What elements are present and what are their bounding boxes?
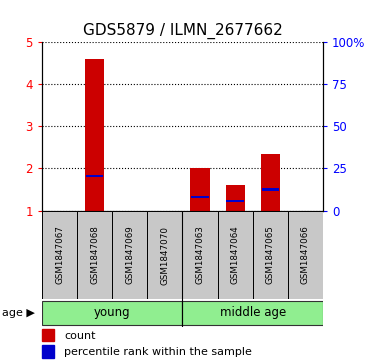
Text: percentile rank within the sample: percentile rank within the sample <box>64 347 252 356</box>
Bar <box>191 196 209 198</box>
Bar <box>42 211 77 299</box>
Bar <box>147 211 182 299</box>
Bar <box>112 211 147 299</box>
Bar <box>253 211 288 299</box>
Bar <box>42 345 54 358</box>
Text: young: young <box>94 306 131 319</box>
Bar <box>86 175 103 177</box>
Bar <box>226 185 245 211</box>
Bar <box>85 60 104 211</box>
Bar <box>226 200 244 203</box>
Text: GSM1847070: GSM1847070 <box>161 225 169 285</box>
Bar <box>288 211 323 299</box>
Bar <box>77 211 112 299</box>
Text: GSM1847066: GSM1847066 <box>301 226 310 284</box>
Bar <box>42 329 54 341</box>
Text: GSM1847068: GSM1847068 <box>90 225 99 285</box>
Text: GSM1847063: GSM1847063 <box>196 225 204 285</box>
Bar <box>182 211 218 299</box>
Title: GDS5879 / ILMN_2677662: GDS5879 / ILMN_2677662 <box>82 23 283 39</box>
Text: middle age: middle age <box>220 306 286 319</box>
Text: GSM1847069: GSM1847069 <box>125 226 134 284</box>
Text: GSM1847065: GSM1847065 <box>266 225 275 285</box>
Text: GSM1847064: GSM1847064 <box>231 226 240 284</box>
Bar <box>191 168 210 211</box>
Bar <box>42 301 182 325</box>
Bar <box>182 301 323 325</box>
Text: GSM1847067: GSM1847067 <box>55 225 64 285</box>
Bar <box>261 154 280 211</box>
Bar <box>262 188 279 191</box>
Bar <box>218 211 253 299</box>
Text: age ▶: age ▶ <box>2 308 35 318</box>
Text: count: count <box>64 331 95 340</box>
